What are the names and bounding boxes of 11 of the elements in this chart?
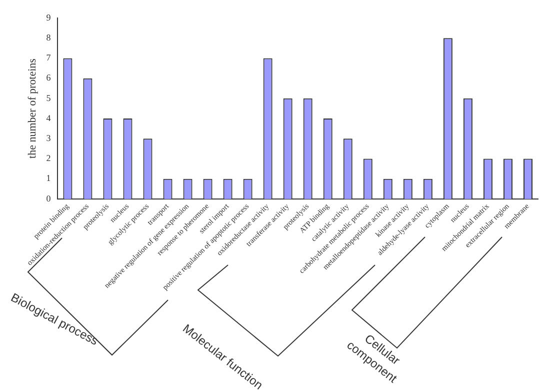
y-tick-label: 0: [46, 193, 52, 204]
y-tick-label: 4: [46, 112, 52, 123]
y-tick-label: 2: [46, 153, 51, 164]
y-tick-label: 7: [46, 52, 52, 63]
y-tick-label: 5: [46, 92, 52, 103]
y-tick-label: 6: [46, 72, 52, 83]
y-axis-title: the number of proteins: [26, 58, 38, 158]
y-tick-label: 8: [46, 32, 52, 42]
y-tick-label: 9: [46, 12, 52, 22]
y-tick-label: 3: [46, 133, 52, 144]
y-tick-label: 1: [46, 173, 51, 184]
